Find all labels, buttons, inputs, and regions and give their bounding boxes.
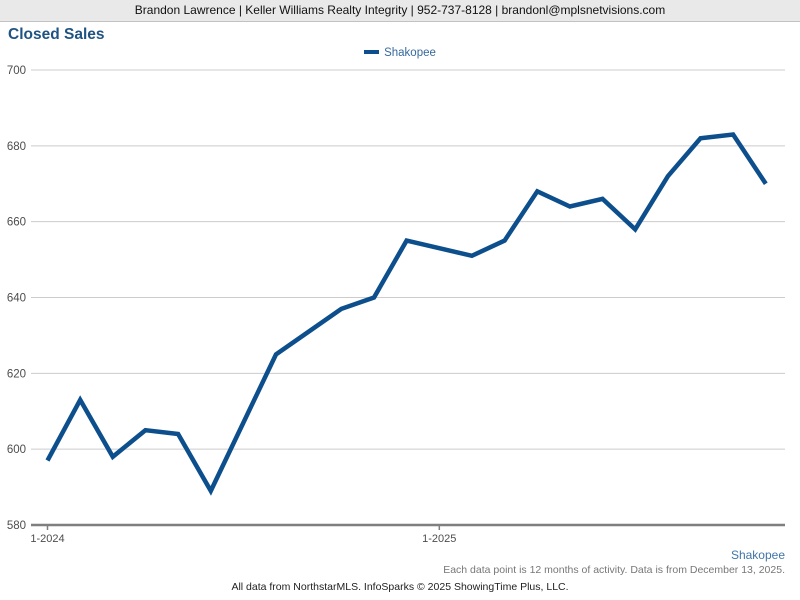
page-title: Closed Sales	[8, 26, 105, 43]
y-tick-label: 700	[7, 65, 26, 77]
y-tick-label: 680	[7, 141, 26, 153]
x-tick-label: 1-2025	[422, 533, 456, 545]
y-tick-label: 660	[7, 217, 26, 229]
y-tick-label: 580	[7, 520, 26, 532]
contact-header: Brandon Lawrence | Keller Williams Realt…	[0, 0, 800, 22]
footer-series-label: Shakopee	[730, 548, 785, 562]
y-tick-label: 640	[7, 293, 26, 305]
chart-legend: Shakopee	[0, 47, 800, 59]
legend-line-marker-icon	[364, 50, 380, 54]
x-tick-label: 1-2024	[30, 533, 64, 545]
contact-header-text: Brandon Lawrence | Keller Williams Realt…	[134, 3, 666, 17]
footer-data-note: Each data point is 12 months of activity…	[443, 564, 785, 576]
y-tick-label: 620	[7, 368, 26, 380]
footer-attribution: All data from NorthstarMLS. InfoSparks ©…	[231, 581, 569, 593]
legend-series-label: Shakopee	[384, 47, 436, 59]
series-line-shakopee	[45, 132, 768, 496]
y-tick-label: 600	[7, 444, 26, 456]
